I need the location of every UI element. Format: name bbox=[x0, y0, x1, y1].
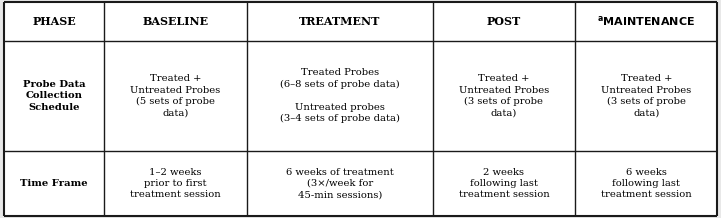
Text: Time Frame: Time Frame bbox=[20, 179, 88, 188]
Text: 1–2 weeks
prior to first
treatment session: 1–2 weeks prior to first treatment sessi… bbox=[130, 168, 221, 199]
Bar bbox=[433, 151, 575, 216]
Bar bbox=[575, 2, 717, 41]
Text: 6 weeks of treatment
(3×/week for
45-min sessions): 6 weeks of treatment (3×/week for 45-min… bbox=[286, 168, 394, 199]
Text: Treated +
Untreated Probes
(3 sets of probe
data): Treated + Untreated Probes (3 sets of pr… bbox=[601, 74, 691, 118]
Bar bbox=[247, 2, 433, 41]
Bar bbox=[575, 41, 717, 151]
Bar bbox=[247, 41, 433, 151]
Bar bbox=[4, 2, 105, 41]
Text: $\mathbf{^a}$$\mathbf{MAINTENANCE}$: $\mathbf{^a}$$\mathbf{MAINTENANCE}$ bbox=[597, 14, 695, 28]
Text: Probe Data
Collection
Schedule: Probe Data Collection Schedule bbox=[22, 80, 85, 112]
Bar bbox=[105, 2, 247, 41]
Bar bbox=[433, 41, 575, 151]
Text: Treated +
Untreated Probes
(3 sets of probe
data): Treated + Untreated Probes (3 sets of pr… bbox=[459, 74, 549, 118]
Bar bbox=[4, 151, 105, 216]
Text: 6 weeks
following last
treatment session: 6 weeks following last treatment session bbox=[601, 168, 691, 199]
Text: POST: POST bbox=[487, 16, 521, 27]
Text: 2 weeks
following last
treatment session: 2 weeks following last treatment session bbox=[459, 168, 549, 199]
Bar bbox=[247, 151, 433, 216]
Bar bbox=[433, 2, 575, 41]
Text: Treated +
Untreated Probes
(5 sets of probe
data): Treated + Untreated Probes (5 sets of pr… bbox=[131, 74, 221, 118]
Bar bbox=[105, 151, 247, 216]
Text: Treated Probes
(6–8 sets of probe data)

Untreated probes
(3–4 sets of probe dat: Treated Probes (6–8 sets of probe data) … bbox=[280, 68, 399, 123]
Bar bbox=[575, 151, 717, 216]
Bar bbox=[105, 41, 247, 151]
Text: PHASE: PHASE bbox=[32, 16, 76, 27]
Text: TREATMENT: TREATMENT bbox=[299, 16, 381, 27]
Text: BASELINE: BASELINE bbox=[143, 16, 208, 27]
Bar bbox=[4, 41, 105, 151]
